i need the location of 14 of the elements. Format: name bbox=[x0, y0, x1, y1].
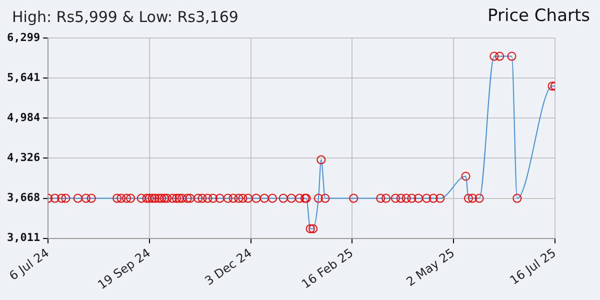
x-tick-label: 19 Sep 24 bbox=[95, 246, 154, 292]
x-tick-label: 16 Feb 25 bbox=[299, 246, 356, 292]
y-tick-label: 5,641 bbox=[6, 70, 40, 84]
y-tick-label: 4,326 bbox=[6, 151, 40, 164]
y-tick-label: 3,011 bbox=[6, 231, 40, 244]
y-tick-label: 6,299 bbox=[6, 30, 40, 44]
y-tick-label: 4,984 bbox=[6, 110, 40, 124]
x-tick-label: 16 Jul 25 bbox=[507, 246, 559, 288]
chart-subtitle: Price Charts bbox=[488, 6, 590, 26]
chart-title: High: Rs5,999 & Low: Rs3,169 bbox=[12, 8, 238, 26]
y-tick-label: 3,668 bbox=[6, 191, 40, 204]
x-tick-label: 6 Jul 24 bbox=[6, 246, 52, 284]
x-tick-label: 2 May 25 bbox=[404, 246, 458, 289]
x-tick-label: 3 Dec 24 bbox=[202, 246, 254, 288]
